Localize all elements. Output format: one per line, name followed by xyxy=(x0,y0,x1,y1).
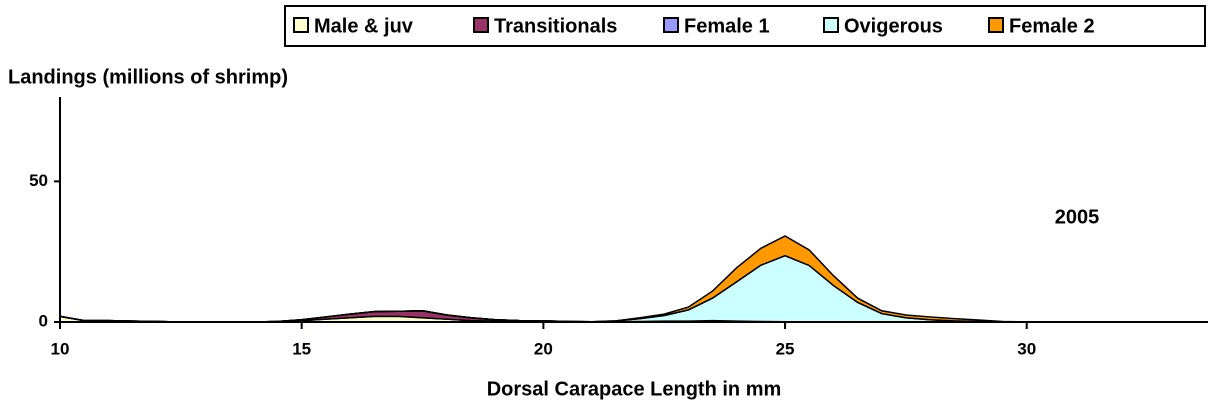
legend-swatch xyxy=(823,17,839,33)
y-tick-label: 0 xyxy=(39,311,48,330)
legend-label: Female 1 xyxy=(684,15,770,37)
y-axis-title: Landings (millions of shrimp) xyxy=(8,66,288,88)
annotation: 2005 xyxy=(1055,206,1100,228)
legend-swatch xyxy=(988,17,1004,33)
area xyxy=(59,254,1196,323)
x-tick-label: 25 xyxy=(776,339,795,358)
legend-swatch xyxy=(663,17,679,33)
legend-swatch xyxy=(293,17,309,33)
x-tick-label: 20 xyxy=(534,339,553,358)
y-tick-label: 50 xyxy=(29,171,48,190)
legend-label: Male & juv xyxy=(314,15,414,37)
legend-label: Transitionals xyxy=(494,15,617,37)
legend-label: Ovigerous xyxy=(844,15,943,37)
x-axis-title: Dorsal Carapace Length in mm xyxy=(487,378,782,400)
x-tick-label: 30 xyxy=(1017,339,1036,358)
area xyxy=(59,235,1196,323)
legend-box xyxy=(284,5,1206,47)
legend-label: Female 2 xyxy=(1009,15,1095,37)
x-tick-label: 15 xyxy=(292,339,311,358)
legend: Male & juv Transitionals Female 1 Ovigerous… xyxy=(293,15,1095,37)
x-tick-label: 10 xyxy=(51,339,70,358)
legend-swatch xyxy=(473,17,489,33)
